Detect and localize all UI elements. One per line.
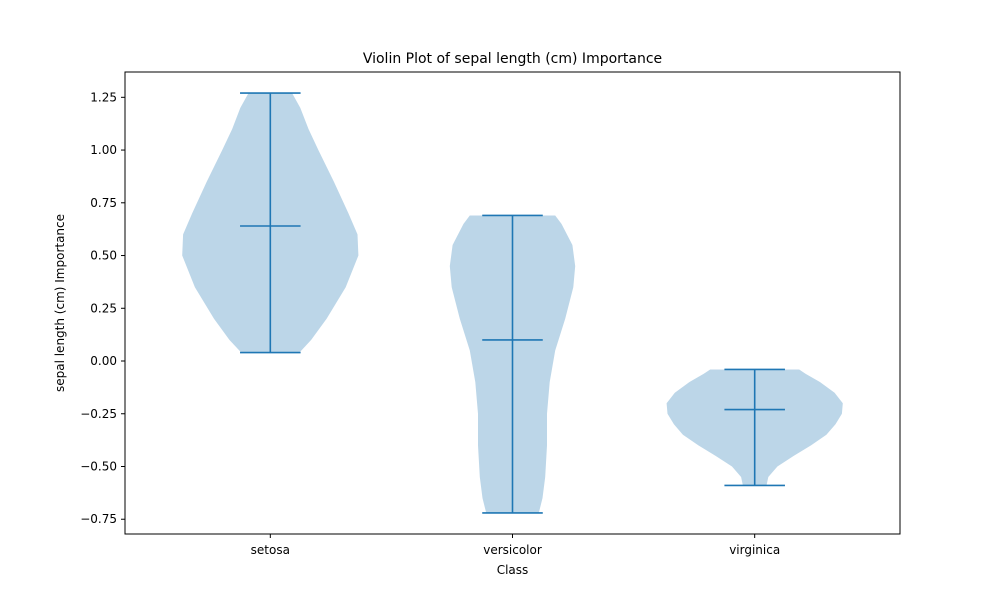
violin-setosa (182, 92, 359, 354)
violin-virginica (666, 368, 843, 487)
y-tick-label: 1.00 (90, 143, 117, 157)
x-tick-label: versicolor (483, 543, 542, 557)
y-tick-label: 0.50 (90, 249, 117, 263)
y-tick-label: 1.25 (90, 90, 117, 104)
y-tick-label: −0.25 (80, 407, 117, 421)
y-axis-label: sepal length (cm) Importance (53, 214, 67, 392)
chart-title: Violin Plot of sepal length (cm) Importa… (363, 51, 662, 67)
y-tick-label: 0.25 (90, 301, 117, 315)
x-tick-label: setosa (251, 543, 290, 557)
y-tick-label: −0.50 (80, 459, 117, 473)
y-tick-label: −0.75 (80, 512, 117, 526)
y-tick-label: 0.75 (90, 196, 117, 210)
violins-layer (182, 92, 843, 514)
y-tick-label: 0.00 (90, 354, 117, 368)
ticks-layer: setosa versicolor virginica −0.75 −0.50 −0.25… (80, 90, 780, 557)
violin-versicolor (449, 214, 576, 514)
x-axis-label: Class (497, 563, 529, 577)
x-tick-label: virginica (729, 543, 780, 557)
